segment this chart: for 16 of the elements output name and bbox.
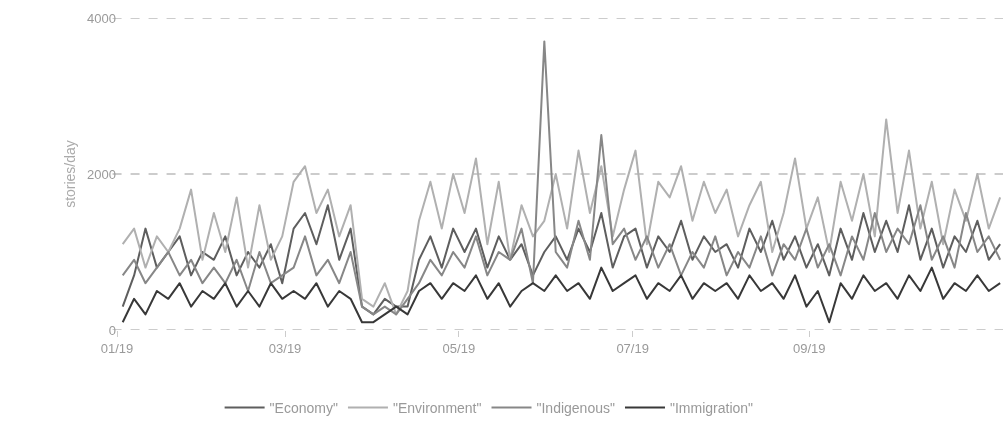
x-tick-label: 03/19 (268, 340, 302, 356)
line-series (121, 40, 1002, 316)
line-series (121, 118, 1002, 316)
legend-label: "Economy" (269, 400, 338, 417)
line-series (121, 266, 1002, 324)
legend-label: "Environment" (392, 400, 482, 417)
x-tick-label: 09/19 (793, 340, 826, 356)
x-tick-label: 07/19 (616, 340, 649, 356)
y-tick-label: 4000 (87, 10, 116, 26)
x-tick-label: 01/19 (100, 340, 134, 356)
x-tick-label: 05/19 (442, 340, 476, 356)
legend-label: "Immigration" (669, 400, 754, 417)
y-tick-label: 0 (108, 322, 116, 338)
legend-label: "Indigenous" (536, 400, 615, 417)
y-axis-title: stories/day (61, 140, 78, 208)
y-tick-label: 2000 (87, 166, 116, 182)
